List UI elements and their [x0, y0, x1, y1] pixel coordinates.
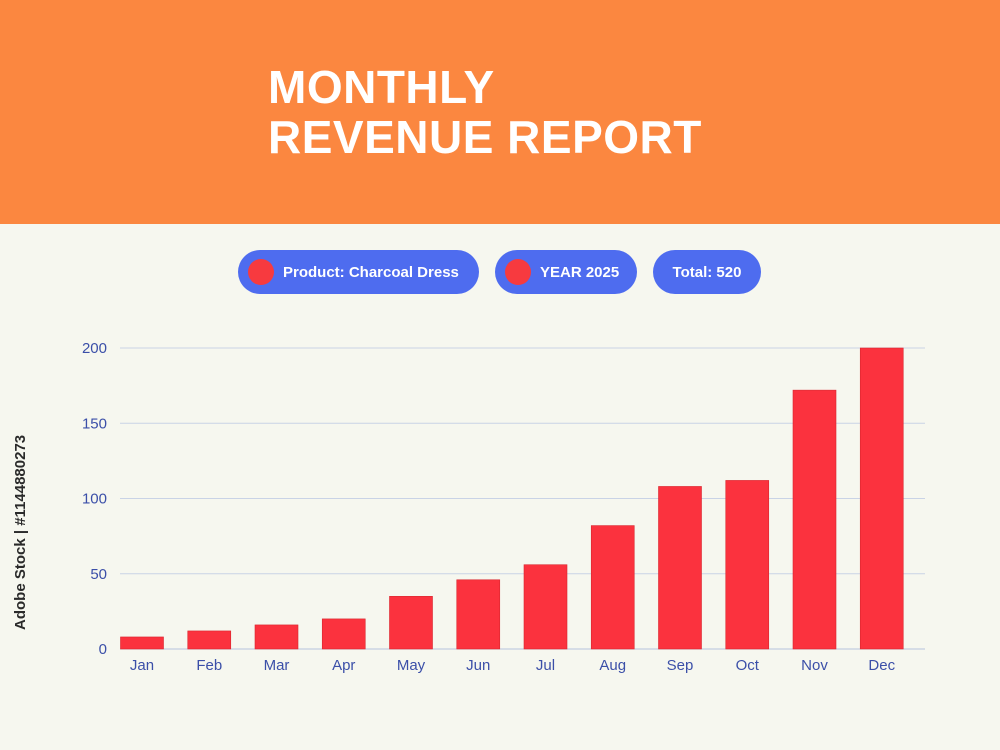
product-filter-label: Product: Charcoal Dress	[283, 263, 459, 281]
red-dot-icon	[248, 259, 274, 285]
title-line-2: REVENUE REPORT	[268, 111, 702, 163]
y-tick-label: 100	[82, 491, 107, 508]
x-tick-label: Oct	[736, 657, 760, 674]
bar	[792, 389, 837, 650]
bar	[658, 486, 702, 650]
product-filter-pill[interactable]: Product: Charcoal Dress	[238, 250, 479, 294]
bar	[859, 347, 904, 650]
bar	[725, 480, 770, 650]
revenue-bar-chart: 0 50 100 150 200 Jan Feb Mar Apr May Jun Jul Aug Sep O…	[82, 340, 925, 674]
y-tick-label: 200	[82, 340, 107, 357]
bar	[254, 624, 299, 650]
bar	[120, 636, 164, 650]
x-tick-label: Jul	[536, 657, 555, 674]
y-tick-label: 150	[82, 415, 107, 432]
red-dot-icon	[505, 259, 531, 285]
bar	[389, 596, 433, 650]
page-title: MONTHLY REVENUE REPORT	[268, 62, 702, 162]
x-tick-label: Feb	[196, 657, 222, 674]
bar	[590, 525, 635, 650]
watermark-text: Adobe Stock | #1144880273	[12, 434, 29, 630]
bar	[523, 564, 568, 650]
total-label: Total: 520	[672, 263, 742, 281]
bar	[187, 630, 232, 650]
x-tick-label: May	[397, 657, 426, 674]
x-tick-label: Jun	[466, 657, 490, 674]
title-line-1: MONTHLY	[268, 61, 495, 113]
x-tick-label: Sep	[667, 657, 694, 674]
bar	[456, 579, 501, 650]
bar	[321, 618, 366, 650]
x-tick-label: Apr	[332, 657, 355, 674]
header-banner: MONTHLY REVENUE REPORT	[0, 0, 1000, 224]
year-filter-pill[interactable]: YEAR 2025	[495, 250, 637, 294]
x-tick-label: Mar	[264, 657, 290, 674]
total-pill: Total: 520	[653, 250, 761, 294]
x-tick-label: Dec	[868, 657, 895, 674]
x-tick-label: Nov	[801, 657, 828, 674]
year-filter-label: YEAR 2025	[540, 263, 620, 281]
x-tick-label: Jan	[130, 657, 154, 674]
x-tick-label: Aug	[599, 657, 626, 674]
y-tick-label: 0	[99, 641, 107, 658]
y-tick-label: 50	[90, 566, 107, 583]
